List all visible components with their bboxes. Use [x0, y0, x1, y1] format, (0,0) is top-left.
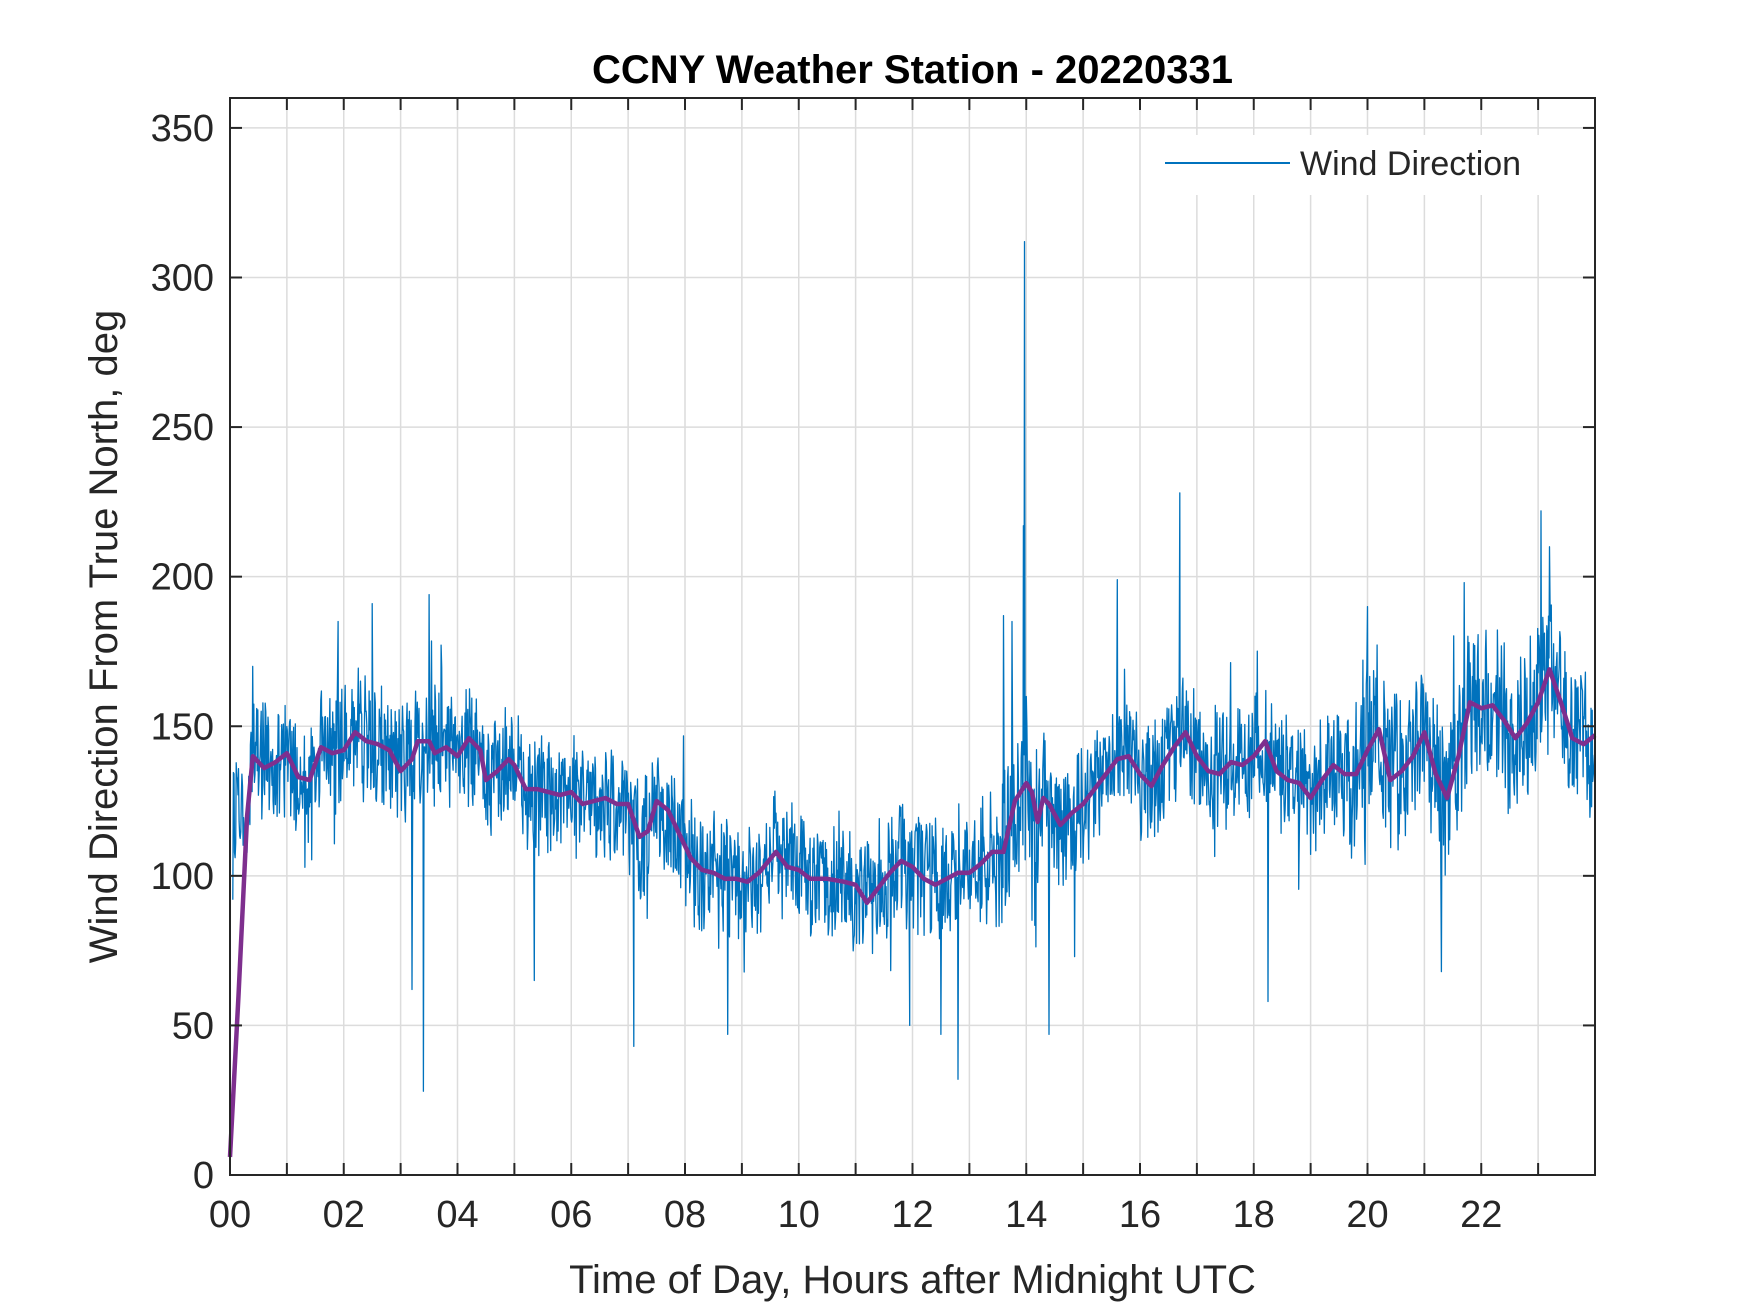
x-tick-label: 10 — [778, 1194, 820, 1236]
x-tick-label: 18 — [1233, 1194, 1275, 1236]
x-tick-label: 06 — [550, 1194, 592, 1236]
x-tick-label: 00 — [209, 1194, 251, 1236]
y-tick-label: 200 — [151, 557, 214, 599]
axis-ticks: 00 02 04 06 08 10 12 14 16 18 20 22 0 50 100 150 200 250 3… — [151, 98, 1595, 1236]
x-tick-label: 04 — [436, 1194, 478, 1236]
x-tick-label: 02 — [323, 1194, 365, 1236]
x-tick-label: 16 — [1119, 1194, 1161, 1236]
y-tick-label: 300 — [151, 258, 214, 300]
y-tick-label: 250 — [151, 407, 214, 449]
x-tick-label: 14 — [1005, 1194, 1047, 1236]
legend-label-wind-direction: Wind Direction — [1300, 145, 1521, 183]
y-tick-label: 150 — [151, 706, 214, 748]
chart-title: CCNY Weather Station - 20220331 — [592, 48, 1233, 92]
x-tick-label: 12 — [891, 1194, 933, 1236]
y-tick-label: 50 — [172, 1005, 214, 1047]
y-tick-label: 100 — [151, 856, 214, 898]
running-mean-line — [227, 667, 1597, 1158]
x-tick-label: 08 — [664, 1194, 706, 1236]
raw-series — [232, 240, 1596, 1092]
x-tick-label: 20 — [1346, 1194, 1388, 1236]
y-tick-label: 350 — [151, 108, 214, 150]
running-mean-series — [227, 667, 1597, 1158]
x-tick-label: 22 — [1460, 1194, 1502, 1236]
legend-box — [1150, 135, 1570, 195]
wind-direction-line — [232, 240, 1596, 1092]
legend: Wind Direction — [1150, 135, 1570, 195]
x-axis-label: Time of Day, Hours after Midnight UTC — [569, 1258, 1256, 1302]
y-axis-label: Wind Direction From True North, deg — [82, 310, 126, 964]
y-tick-label: 0 — [193, 1155, 214, 1197]
